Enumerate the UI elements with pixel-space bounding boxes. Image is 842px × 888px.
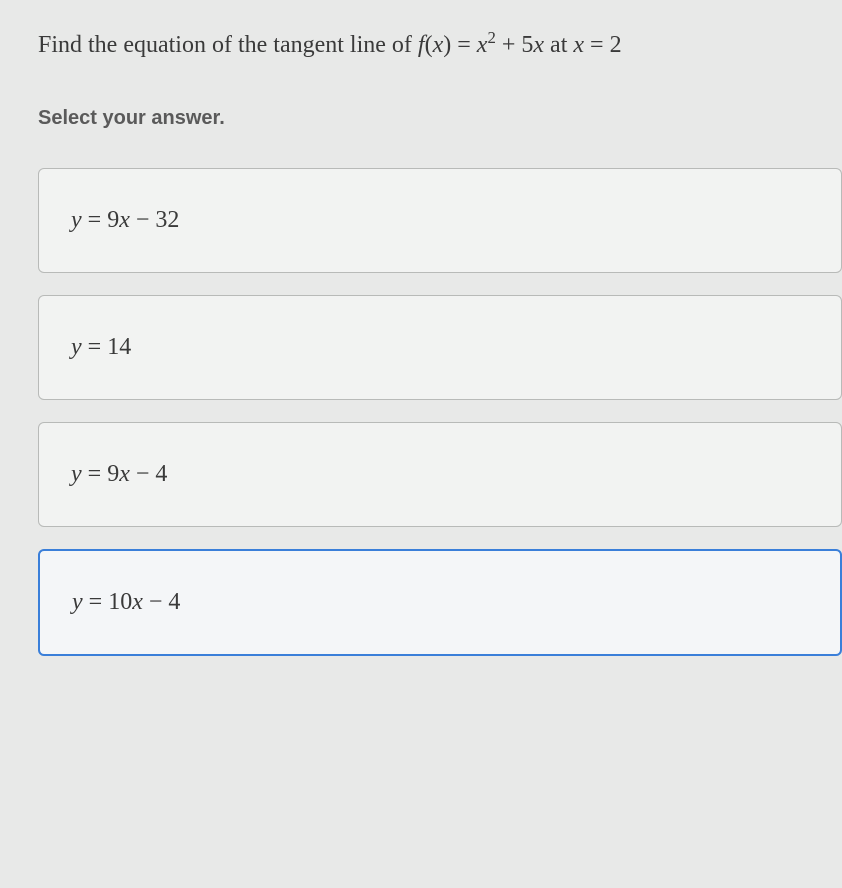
question-rhs-var2: x <box>533 32 544 58</box>
question-paren-open: ( <box>425 32 433 58</box>
question-rhs-plus: + 5 <box>496 32 534 58</box>
question-arg: x <box>433 32 444 58</box>
question-at: at <box>544 32 573 58</box>
option-eq: = 10 <box>83 589 133 615</box>
question-at-val: 2 <box>610 32 622 58</box>
option-tail: − 4 <box>143 589 181 615</box>
question-at-eq: = <box>584 32 610 58</box>
answer-option[interactable]: y = 14 <box>38 295 842 400</box>
option-tail: − 32 <box>130 207 180 233</box>
answer-option[interactable]: y = 10x − 4 <box>38 549 842 656</box>
question-eq: = <box>451 32 477 58</box>
option-var: x <box>132 589 143 615</box>
question-at-var: x <box>573 32 584 58</box>
question-prefix: Find the equation of the tangent line of <box>38 32 418 58</box>
option-eq: = 14 <box>82 334 132 360</box>
question-rhs-var: x <box>477 32 488 58</box>
option-eq: = 9 <box>82 207 120 233</box>
option-y: y <box>71 334 82 360</box>
option-var: x <box>119 461 130 487</box>
select-prompt: Select your answer. <box>38 107 842 130</box>
option-y: y <box>71 461 82 487</box>
option-y: y <box>72 589 83 615</box>
question-func: f <box>418 32 425 58</box>
option-y: y <box>71 207 82 233</box>
question-text: Find the equation of the tangent line of… <box>38 28 842 59</box>
answer-option[interactable]: y = 9x − 4 <box>38 422 842 527</box>
options-list: y = 9x − 32 y = 14 y = 9x − 4 y = 10x − … <box>38 168 842 656</box>
answer-option[interactable]: y = 9x − 32 <box>38 168 842 273</box>
option-var: x <box>119 207 130 233</box>
question-rhs-exp: 2 <box>487 28 495 47</box>
option-eq: = 9 <box>82 461 120 487</box>
option-tail: − 4 <box>130 461 168 487</box>
